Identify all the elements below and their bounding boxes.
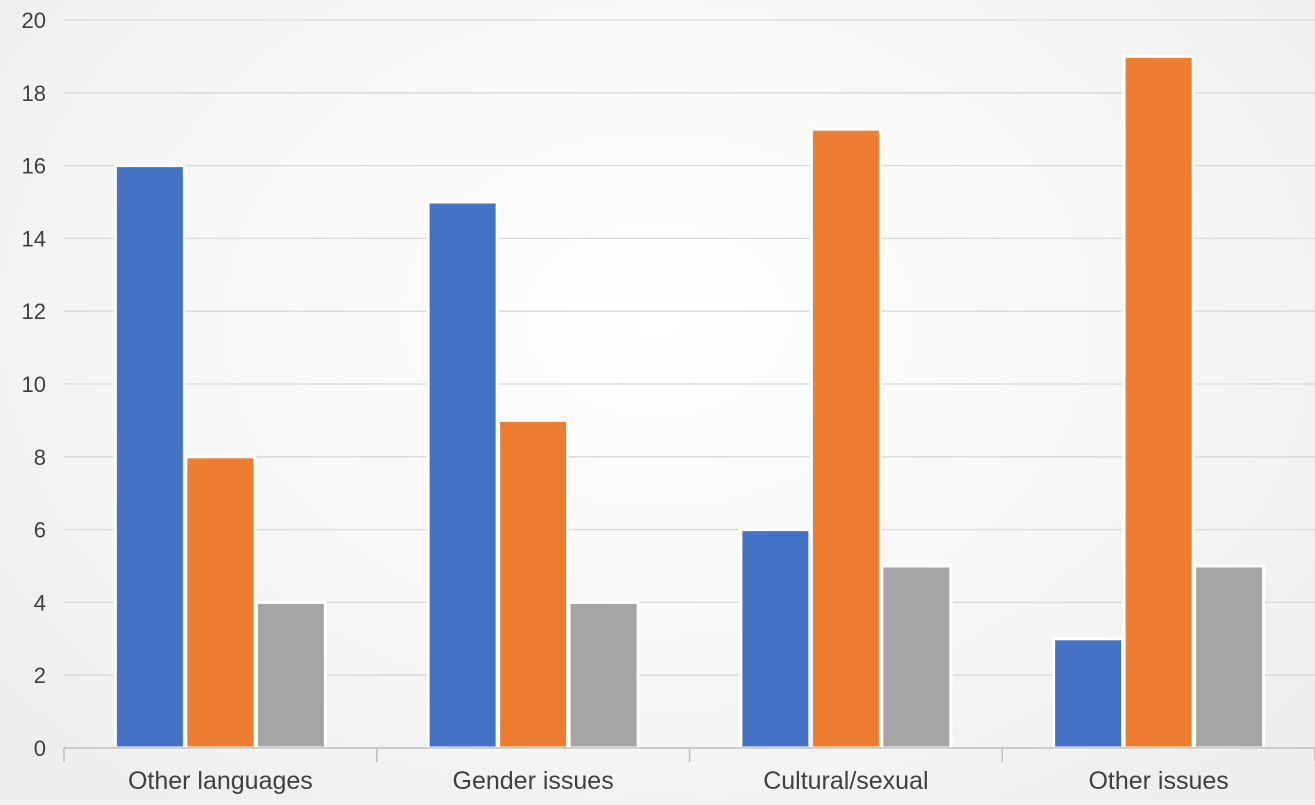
bar [739, 528, 812, 750]
y-tick-label: 2 [34, 663, 46, 688]
x-category-label: Gender issues [453, 767, 614, 795]
x-axis-category-labels: Other languages Gender issues Cultural/sex… [128, 767, 1229, 795]
bar [426, 200, 499, 750]
x-category-label: Cultural/sexual [763, 767, 928, 795]
bar [497, 418, 570, 750]
y-tick-label: 20 [22, 8, 46, 33]
bar [880, 564, 953, 750]
y-tick-label: 12 [22, 299, 46, 324]
bar [113, 164, 186, 750]
bar [184, 455, 257, 750]
y-tick-label: 14 [22, 226, 46, 251]
x-category-label: Other languages [128, 767, 313, 795]
bar [1193, 564, 1266, 750]
x-axis [63, 747, 1315, 762]
y-tick-label: 6 [34, 518, 46, 543]
bar [254, 600, 327, 750]
bar [1052, 637, 1125, 750]
bar [1122, 54, 1195, 750]
bars [113, 54, 1266, 750]
y-tick-label: 0 [34, 736, 46, 761]
bar [567, 600, 640, 750]
y-axis-tick-labels: 0 2 4 6 8 10 12 14 16 18 20 [22, 8, 46, 761]
y-tick-label: 4 [34, 590, 46, 615]
y-tick-label: 10 [22, 372, 46, 397]
y-tick-label: 16 [22, 154, 46, 179]
y-tick-label: 18 [22, 81, 46, 106]
bar [809, 127, 882, 750]
y-tick-label: 8 [34, 445, 46, 470]
x-category-label: Other issues [1088, 767, 1228, 795]
